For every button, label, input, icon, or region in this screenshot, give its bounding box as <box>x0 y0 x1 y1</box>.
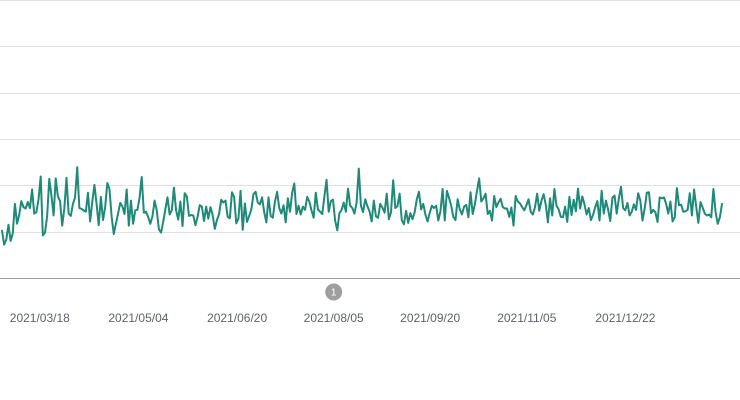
x-tick-label: 2021/11/05 <box>497 311 556 325</box>
grid-lines <box>0 0 740 279</box>
series-layer <box>1 166 723 246</box>
series-line-1 <box>1 166 723 246</box>
annotation-label: 1 <box>331 288 337 299</box>
x-tick-label: 2021/12/22 <box>595 311 655 325</box>
x-tick-label: 2021/03/18 <box>10 311 70 325</box>
x-tick-label: 2021/09/20 <box>400 311 460 325</box>
x-tick-label: 2021/06/20 <box>207 311 267 325</box>
x-axis-ticks: 2021/03/18 2021/05/04 2021/06/20 2021/08/05… <box>10 311 656 325</box>
x-tick-label: 2021/05/04 <box>108 311 168 325</box>
x-tick-label: 2021/08/05 <box>304 311 364 325</box>
annotations: 1 <box>325 283 343 301</box>
annotation-marker <box>325 283 343 301</box>
